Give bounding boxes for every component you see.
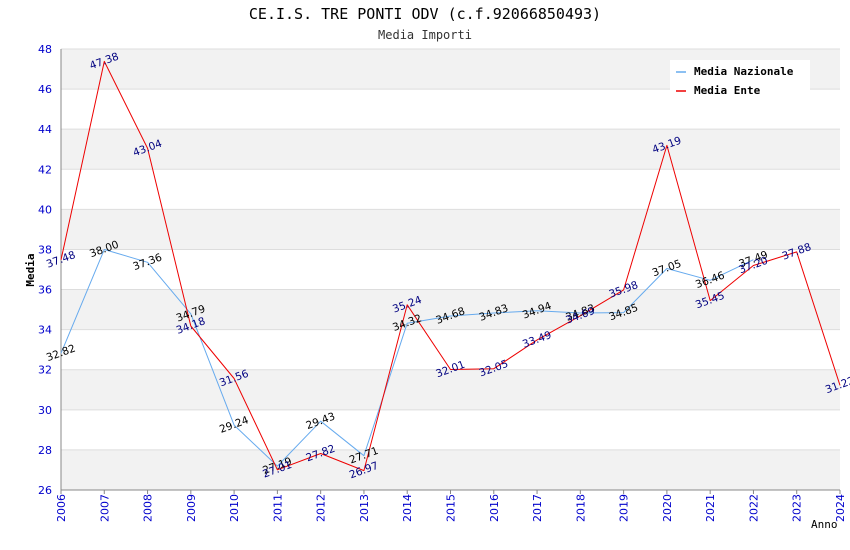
y-tick-label: 34	[38, 324, 52, 337]
plot-band	[61, 249, 840, 290]
x-tick-label: 2011	[271, 494, 284, 522]
x-tick-label: 2018	[574, 494, 587, 522]
chart-subtitle: Media Importi	[378, 28, 472, 42]
x-tick-label: 2014	[401, 494, 414, 522]
x-tick-label: 2012	[315, 494, 328, 522]
x-tick-label: 2024	[834, 494, 847, 522]
x-tick-label: 2010	[228, 494, 241, 522]
series-lines	[60, 60, 841, 472]
axes	[60, 49, 841, 494]
plot-band	[61, 369, 840, 410]
plot-band	[61, 169, 840, 210]
x-tick-label: 2016	[488, 494, 501, 522]
y-tick-label: 40	[38, 203, 52, 216]
chart-title: CE.I.S. TRE PONTI ODV (c.f.92066850493)	[249, 5, 601, 23]
y-tick-label: 28	[38, 444, 52, 457]
y-tick-label: 44	[38, 123, 52, 136]
plot-band	[61, 129, 840, 170]
x-tick-labels: 2006 2007 2008 2009 2010 2011 2012 2013 2014 2015…	[55, 494, 847, 522]
legend: Media Nazionale Media Ente	[670, 60, 810, 102]
y-tick-label: 26	[38, 484, 52, 497]
series-line-nazionale	[60, 249, 754, 467]
plot-band	[61, 409, 840, 450]
y-tick-label: 38	[38, 243, 52, 256]
plot-band	[61, 209, 840, 250]
x-tick-label: 2023	[791, 494, 804, 522]
x-tick-label: 2017	[531, 494, 544, 522]
legend-label-ente: Media Ente	[694, 84, 761, 97]
x-tick-label: 2009	[185, 494, 198, 522]
x-tick-label: 2020	[661, 494, 674, 522]
gridlines	[61, 48, 840, 491]
x-tick-label: 2022	[747, 494, 760, 522]
plot-band	[61, 289, 840, 330]
legend-label-nazionale: Media Nazionale	[694, 65, 794, 78]
y-tick-label: 42	[38, 163, 52, 176]
y-tick-label: 46	[38, 83, 52, 96]
x-tick-label: 2008	[142, 494, 155, 522]
y-tick-labels: 26 28 30 32 34 36 38 40 42 44 46 48	[38, 43, 52, 497]
x-tick-label: 2021	[704, 494, 717, 522]
plot-band	[61, 449, 840, 490]
x-tick-label: 2007	[98, 494, 111, 522]
y-tick-label: 32	[38, 364, 52, 377]
y-tick-label: 48	[38, 43, 52, 56]
y-axis-label: Media	[24, 253, 37, 286]
x-tick-label: 2019	[618, 494, 631, 522]
x-tick-label: 2013	[358, 494, 371, 522]
plot-band	[61, 329, 840, 370]
x-axis-label: Anno	[811, 518, 838, 531]
x-tick-label: 2006	[55, 494, 68, 522]
y-tick-label: 30	[38, 404, 52, 417]
x-tick-label: 2015	[445, 494, 458, 522]
y-tick-label: 36	[38, 284, 52, 297]
plot-background	[61, 49, 840, 490]
series-line-ente	[60, 60, 841, 472]
legend-box	[670, 60, 810, 102]
